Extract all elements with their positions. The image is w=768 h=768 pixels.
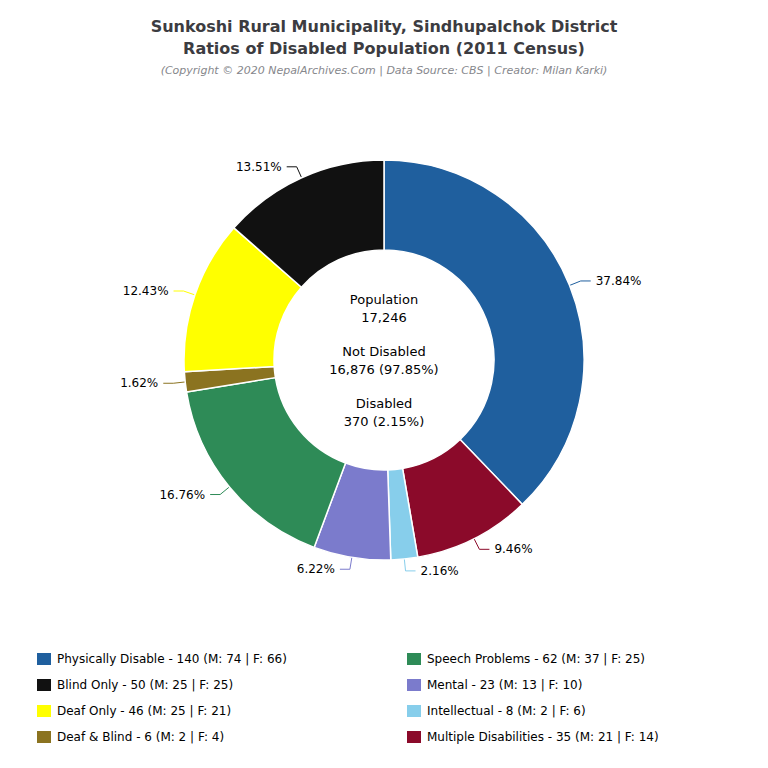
svg-text:Ratios of Disabled Population: Ratios of Disabled Population (2011 Cens… bbox=[183, 39, 585, 58]
svg-text:Disabled: Disabled bbox=[356, 396, 412, 411]
svg-text:16.76%: 16.76% bbox=[159, 488, 205, 502]
svg-text:Population: Population bbox=[350, 292, 418, 307]
svg-text:Deaf & Blind - 6 (M: 2 | F: 4): Deaf & Blind - 6 (M: 2 | F: 4) bbox=[57, 730, 224, 744]
svg-text:Blind Only - 50 (M: 25 | F: 25: Blind Only - 50 (M: 25 | F: 25) bbox=[57, 678, 233, 692]
svg-text:Intellectual - 8 (M: 2 | F: 6): Intellectual - 8 (M: 2 | F: 6) bbox=[427, 704, 586, 718]
svg-text:Speech Problems - 62 (M: 37 |: Speech Problems - 62 (M: 37 | F: 25) bbox=[427, 652, 645, 666]
svg-text:Deaf Only - 46 (M: 25 | F: 21): Deaf Only - 46 (M: 25 | F: 21) bbox=[57, 704, 231, 718]
svg-text:1.62%: 1.62% bbox=[120, 376, 158, 390]
svg-text:6.22%: 6.22% bbox=[297, 562, 335, 576]
svg-text:9.46%: 9.46% bbox=[494, 542, 532, 556]
svg-text:Multiple Disabilities - 35 (M:: Multiple Disabilities - 35 (M: 21 | F: 1… bbox=[427, 730, 659, 744]
svg-text:13.51%: 13.51% bbox=[236, 160, 282, 174]
svg-text:Mental - 23 (M: 13 | F: 10): Mental - 23 (M: 13 | F: 10) bbox=[427, 678, 582, 692]
svg-text:17,246: 17,246 bbox=[361, 310, 407, 325]
svg-text:2.16%: 2.16% bbox=[421, 564, 459, 578]
svg-text:Physically Disable - 140 (M: 7: Physically Disable - 140 (M: 74 | F: 66) bbox=[57, 652, 287, 666]
svg-text:37.84%: 37.84% bbox=[596, 274, 642, 288]
svg-text:16,876 (97.85%): 16,876 (97.85%) bbox=[329, 362, 438, 377]
svg-text:12.43%: 12.43% bbox=[123, 284, 169, 298]
svg-text:Sunkoshi Rural Municipality, S: Sunkoshi Rural Municipality, Sindhupalch… bbox=[151, 17, 618, 36]
svg-text:Not Disabled: Not Disabled bbox=[342, 344, 425, 359]
svg-text:370 (2.15%): 370 (2.15%) bbox=[344, 414, 424, 429]
svg-text:(Copyright © 2020 NepalArchive: (Copyright © 2020 NepalArchives.Com | Da… bbox=[161, 64, 608, 77]
